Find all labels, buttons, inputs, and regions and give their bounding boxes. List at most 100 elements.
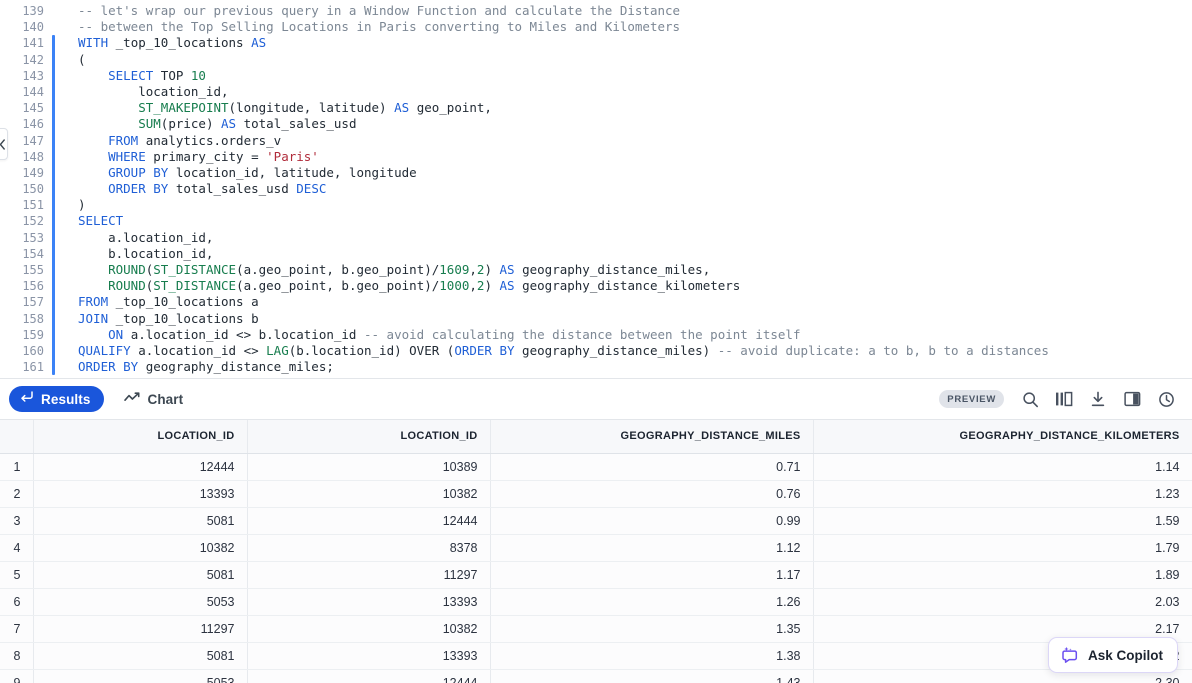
table-row[interactable]: 6 5053 13393 1.26 2.03 — [0, 588, 1192, 616]
code-line[interactable]: 161 ORDER BY geography_distance_miles; — [0, 359, 1192, 375]
download-icon[interactable] — [1084, 385, 1112, 413]
table-cell[interactable]: 13393 — [247, 642, 491, 670]
table-cell[interactable]: 1.17 — [490, 561, 814, 589]
table-cell[interactable]: 10382 — [247, 615, 491, 643]
table-cell[interactable]: 5081 — [33, 507, 248, 535]
code-token: 2 — [476, 262, 485, 277]
column-header[interactable]: GEOGRAPHY_DISTANCE_KILOMETERS — [813, 420, 1192, 454]
code-line[interactable]: 147 FROM analytics.orders_v — [0, 133, 1192, 149]
table-row[interactable]: 5 5081 11297 1.17 1.89 — [0, 561, 1192, 589]
table-cell[interactable]: 5081 — [33, 642, 248, 670]
code-line[interactable]: 145 ST_MAKEPOINT(longitude, latitude) AS… — [0, 100, 1192, 116]
row-number-cell: 4 — [0, 534, 34, 562]
table-cell[interactable]: 1.38 — [490, 642, 814, 670]
code-line[interactable]: 149 GROUP BY location_id, latitude, long… — [0, 165, 1192, 181]
column-header[interactable]: LOCATION_ID — [33, 420, 248, 454]
code-line[interactable]: 151) — [0, 197, 1192, 213]
code-line[interactable]: 157 FROM _top_10_locations a — [0, 294, 1192, 310]
ask-copilot-button[interactable]: Ask Copilot — [1047, 637, 1178, 673]
code-line[interactable]: 139 -- let's wrap our previous query in a… — [0, 3, 1192, 19]
table-cell[interactable]: 11297 — [247, 561, 491, 589]
table-row[interactable]: 4 10382 8378 1.12 1.79 — [0, 534, 1192, 562]
code-token: , — [469, 278, 477, 294]
table-cell[interactable]: 1.26 — [490, 588, 814, 616]
column-header[interactable]: LOCATION_ID — [247, 420, 491, 454]
table-cell[interactable]: 0.71 — [490, 453, 814, 481]
code-line[interactable]: 160 QUALIFY a.location_id <> LAG(b.locati… — [0, 343, 1192, 359]
tab-chart[interactable]: Chart — [114, 386, 193, 412]
table-row[interactable]: 2 13393 10382 0.76 1.23 — [0, 480, 1192, 508]
table-cell[interactable]: 0.76 — [490, 480, 814, 508]
code-token — [78, 327, 108, 342]
code-lines[interactable]: 139 -- let's wrap our previous query in a… — [0, 0, 1192, 375]
row-number-cell: 5 — [0, 561, 34, 589]
code-token: geography_distance_miles; — [145, 359, 334, 375]
table-row[interactable]: 1 12444 10389 0.71 1.14 — [0, 453, 1192, 481]
code-line[interactable]: 158 JOIN _top_10_locations b — [0, 311, 1192, 327]
results-grid[interactable]: LOCATION_ID LOCATION_ID GEOGRAPHY_DISTAN… — [0, 420, 1192, 683]
table-row[interactable]: 9 5053 12444 1.43 2.30 — [0, 669, 1192, 683]
column-header[interactable]: GEOGRAPHY_DISTANCE_MILES — [490, 420, 814, 454]
code-text: ORDER BY total_sales_usd DESC — [78, 181, 326, 197]
code-token: (price) — [160, 116, 222, 132]
table-cell[interactable]: 13393 — [33, 480, 248, 508]
table-cell[interactable]: 2.03 — [813, 588, 1192, 616]
table-cell[interactable]: 1.12 — [490, 534, 814, 562]
table-cell[interactable]: 1.89 — [813, 561, 1192, 589]
code-token: AS — [251, 35, 267, 51]
table-cell[interactable]: 12444 — [247, 507, 491, 535]
table-cell[interactable]: 12444 — [247, 669, 491, 683]
line-number: 159 — [22, 327, 44, 342]
code-token: , — [469, 262, 477, 277]
table-cell[interactable]: 12444 — [33, 453, 248, 481]
code-line[interactable]: 143 SELECT TOP 10 — [0, 68, 1192, 84]
table-cell[interactable]: 1.79 — [813, 534, 1192, 562]
table-cell[interactable]: 8378 — [247, 534, 491, 562]
columns-icon[interactable] — [1050, 385, 1078, 413]
table-cell[interactable]: 5081 — [33, 561, 248, 589]
code-line[interactable]: 155 ROUND(ST_DISTANCE(a.geo_point, b.geo… — [0, 262, 1192, 278]
code-line[interactable]: 146 SUM(price) AS total_sales_usd — [0, 116, 1192, 132]
table-cell[interactable]: 13393 — [247, 588, 491, 616]
table-row[interactable]: 3 5081 12444 0.99 1.59 — [0, 507, 1192, 535]
table-cell[interactable]: 0.99 — [490, 507, 814, 535]
code-token: WHERE — [108, 148, 154, 164]
chevron-left-icon[interactable] — [0, 128, 8, 160]
code-line[interactable]: 159 ON a.location_id <> b.location_id --… — [0, 327, 1192, 343]
code-line[interactable]: 141 WITH _top_10_locations AS — [0, 35, 1192, 51]
table-cell[interactable]: 1.35 — [490, 615, 814, 643]
table-cell[interactable]: 1.59 — [813, 507, 1192, 535]
table-cell[interactable]: 10382 — [33, 534, 248, 562]
code-line[interactable]: 152 SELECT — [0, 213, 1192, 229]
row-number-cell: 6 — [0, 588, 34, 616]
table-cell[interactable]: 5053 — [33, 669, 248, 683]
code-token: SELECT — [78, 213, 124, 229]
code-token: DESC — [296, 181, 327, 197]
code-line[interactable]: 154 b.location_id, — [0, 246, 1192, 262]
code-token: -- let's wrap our previous query in a Wi… — [78, 3, 681, 18]
table-cell[interactable]: 10382 — [247, 480, 491, 508]
split-panel-icon[interactable] — [1118, 385, 1146, 413]
code-token: ROUND — [108, 262, 146, 277]
table-cell[interactable]: 10389 — [247, 453, 491, 481]
code-line[interactable]: 148 WHERE primary_city = 'Paris' — [0, 149, 1192, 165]
table-cell[interactable]: 11297 — [33, 615, 248, 643]
code-line[interactable]: 153 a.location_id, — [0, 230, 1192, 246]
tab-results[interactable]: Results — [9, 386, 105, 412]
search-icon[interactable] — [1016, 385, 1044, 413]
code-line[interactable]: 156 ROUND(ST_DISTANCE(a.geo_point, b.geo… — [0, 278, 1192, 294]
table-cell[interactable]: 1.43 — [490, 669, 814, 683]
table-cell[interactable]: 5053 — [33, 588, 248, 616]
code-token: total_sales_usd — [243, 116, 357, 132]
table-cell[interactable]: 1.14 — [813, 453, 1192, 481]
table-cell[interactable]: 1.23 — [813, 480, 1192, 508]
code-line[interactable]: 144 location_id, — [0, 84, 1192, 100]
history-clock-icon[interactable] — [1152, 385, 1180, 413]
sql-editor[interactable]: 139 -- let's wrap our previous query in a… — [0, 0, 1192, 378]
table-row[interactable]: 7 11297 10382 1.35 2.17 — [0, 615, 1192, 643]
code-line[interactable]: 150 ORDER BY total_sales_usd DESC — [0, 181, 1192, 197]
code-token: ORDER BY — [454, 342, 523, 358]
code-line[interactable]: 142 ( — [0, 52, 1192, 68]
code-line[interactable]: 140 -- between the Top Selling Locations … — [0, 19, 1192, 35]
